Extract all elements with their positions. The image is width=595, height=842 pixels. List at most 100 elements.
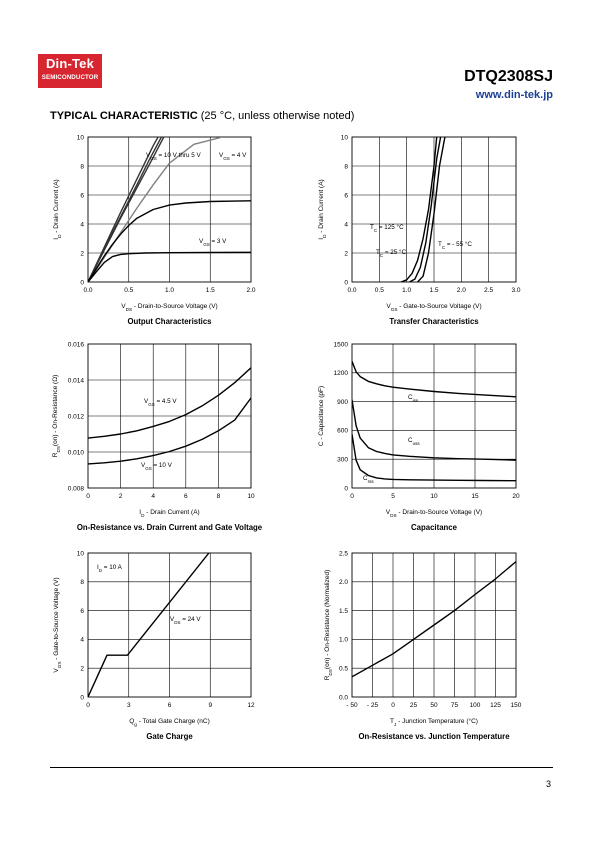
y-tick-label: 10	[341, 134, 349, 141]
x-tick-label: 20	[512, 493, 520, 500]
x-tick-label: 6	[168, 702, 172, 709]
x-tick-label: 150	[511, 702, 522, 709]
y-tick-label: 8	[344, 163, 348, 170]
x-tick-label: 0.0	[83, 287, 92, 294]
chart-title: Output Characteristics	[127, 317, 212, 326]
series-group	[400, 137, 446, 282]
x-tick-label: 8	[217, 493, 221, 500]
plot-frame	[351, 343, 517, 489]
y-tick-label: 10	[77, 134, 85, 141]
x-tick-label: 50	[430, 702, 438, 709]
website-link[interactable]: www.din-tek.jp	[475, 89, 553, 101]
x-tick-label: 0	[86, 493, 90, 500]
y-tick-label: 0	[80, 279, 84, 286]
x-axis-label: ID - Drain Current (A)	[139, 509, 199, 518]
x-tick-label: 1.5	[206, 287, 215, 294]
x-tick-label: - 50	[346, 702, 358, 709]
y-tick-label: 0.010	[68, 449, 85, 456]
x-tick-label: 15	[471, 493, 479, 500]
y-tick-label: 4	[80, 637, 84, 644]
series-line	[352, 434, 516, 482]
plot-frame	[351, 136, 517, 283]
x-tick-label: 25	[410, 702, 418, 709]
x-axis-label: VDS - Drain-to-Source Voltage (V)	[386, 509, 482, 518]
y-tick-label: 2	[80, 250, 84, 257]
y-axis-label: C - Capacitance (pF)	[318, 386, 325, 446]
x-tick-label: 2.0	[457, 287, 466, 294]
section-heading: TYPICAL CHARACTERISTIC (25 °C, unless ot…	[50, 110, 354, 122]
y-tick-label: 6	[80, 192, 84, 199]
y-tick-label: 4	[80, 221, 84, 228]
x-tick-label: 125	[490, 702, 501, 709]
x-tick-label: 2.0	[246, 287, 255, 294]
y-tick-label: 6	[80, 608, 84, 615]
annotation: VGS = 3 V	[199, 238, 227, 247]
page-number: 3	[545, 779, 551, 789]
x-axis-label: VGS - Gate-to-Source Voltage (V)	[386, 303, 481, 312]
y-tick-label: 1500	[334, 341, 349, 348]
y-tick-label: 10	[77, 550, 85, 557]
x-tick-label: - 25	[367, 702, 379, 709]
annotation: Coss	[408, 437, 420, 446]
x-tick-label: 3	[127, 702, 131, 709]
y-tick-label: 0.016	[68, 341, 85, 348]
chart-2: 0.0 0.5 1.0 1.5 2.0 2.5 3.0 0 2 4 6 8 10 TC = 125 °C T…	[318, 134, 521, 326]
chart-1: 0.0 0.5 1.0 1.5 2.0 0 2 4 6 8 10 VGS = 10 V thru 5 …	[53, 134, 256, 326]
x-tick-label: 100	[470, 702, 481, 709]
x-tick-label: 4	[151, 493, 155, 500]
logo-wordmark: Din-Tek	[45, 56, 95, 71]
annotation: VGS = 10 V	[141, 462, 173, 471]
chart-title: On-Resistance vs. Junction Temperature	[358, 732, 510, 741]
series-line	[88, 553, 210, 697]
annotation: ID = 10 A	[97, 564, 123, 573]
chart-title: Transfer Characteristics	[389, 317, 479, 326]
annotation: Crss	[363, 475, 374, 484]
x-tick-label: 5	[391, 493, 395, 500]
series-line	[409, 137, 442, 282]
x-tick-label: 1.5	[429, 287, 438, 294]
plot-frame	[87, 343, 252, 489]
logo-tagline: SEMICONDUCTOR	[41, 74, 99, 81]
x-tick-label: 10	[247, 493, 255, 500]
y-tick-label: 8	[80, 163, 84, 170]
y-tick-label: 6	[344, 192, 348, 199]
y-tick-label: 2	[80, 666, 84, 673]
x-tick-label: 3.0	[511, 287, 520, 294]
part-number: DTQ2308SJ	[464, 68, 553, 85]
y-tick-label: 2.5	[339, 550, 348, 557]
series-group	[352, 361, 516, 482]
x-axis-label: Qg - Total Gate Charge (nC)	[129, 718, 210, 727]
y-tick-label: 0.5	[339, 666, 348, 673]
y-tick-label: 0.014	[68, 377, 85, 384]
annotation: TC = 125 °C	[370, 223, 404, 233]
y-tick-label: 8	[80, 579, 84, 586]
annotation: VDS = 24 V	[170, 616, 201, 625]
chart-title: Capacitance	[411, 523, 458, 532]
y-tick-label: 300	[337, 457, 348, 464]
x-tick-label: 0.5	[124, 287, 133, 294]
plot-frame	[351, 552, 517, 698]
x-tick-label: 0	[391, 702, 395, 709]
y-tick-label: 0	[80, 694, 84, 701]
chart-title: Gate Charge	[146, 732, 193, 741]
series-line	[417, 137, 446, 282]
series-group	[88, 137, 251, 282]
chart-3: 0 2 4 6 8 10 0.008 0.010 0.012 0.014 0.016 VGS = 4.…	[52, 341, 263, 532]
chart-4: 0 5 10 15 20 0 300 600 900 1200 1500 Ciss Coss Crss VD…	[318, 341, 520, 532]
x-tick-label: 2	[119, 493, 123, 500]
y-tick-label: 1.5	[339, 608, 348, 615]
x-tick-label: 6	[184, 493, 188, 500]
y-tick-label: 4	[344, 221, 348, 228]
x-tick-label: 1.0	[165, 287, 174, 294]
y-tick-label: 2	[344, 250, 348, 257]
y-tick-label: 1200	[334, 370, 349, 377]
x-axis-label: TJ - Junction Temperature (°C)	[390, 717, 478, 727]
annotation: VGS = 4.5 V	[144, 398, 177, 407]
chart-6: - 50 - 25 0 25 50 75 100 125 150 0.0 0.5 1.0 1.5 2.0 2…	[324, 550, 522, 741]
series-group	[88, 367, 251, 465]
series-line	[352, 361, 516, 398]
section-title: TYPICAL CHARACTERISTIC	[50, 110, 198, 122]
series-line	[88, 137, 159, 282]
x-tick-label: 0.5	[375, 287, 384, 294]
